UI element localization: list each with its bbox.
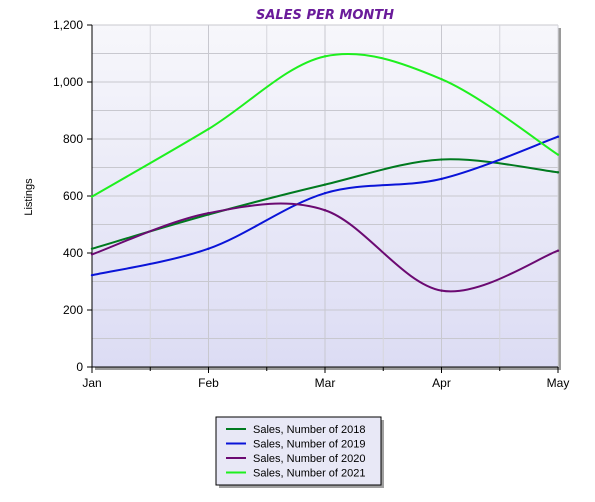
- chart-title: SALES PER MONTH: [256, 8, 394, 23]
- data-point: [90, 253, 94, 256]
- tick-labels: 0 200 400 600 800 1,000 1,200 Jan Feb Mar Apr May: [53, 18, 569, 390]
- data-point: [440, 289, 443, 292]
- x-tick-label: Mar: [315, 376, 336, 390]
- legend-label: Sales, Number of 2021: [253, 468, 366, 480]
- y-tick-label: 400: [63, 246, 83, 260]
- legend-label: Sales, Number of 2020: [253, 453, 366, 465]
- x-tick-label: Apr: [432, 376, 451, 390]
- data-point: [323, 55, 327, 58]
- data-point: [556, 171, 560, 174]
- y-tick-label: 1,000: [53, 75, 83, 89]
- data-point: [323, 209, 327, 212]
- data-point: [90, 195, 94, 198]
- data-point: [90, 274, 94, 277]
- series-lines: [90, 53, 560, 293]
- y-tick-label: 800: [63, 132, 83, 146]
- data-point: [556, 153, 560, 156]
- data-point: [207, 127, 210, 131]
- data-point: [207, 211, 210, 215]
- data-point: [440, 77, 443, 81]
- data-point: [440, 158, 443, 161]
- data-point: [440, 177, 443, 181]
- data-point: [90, 247, 94, 250]
- data-point: [323, 191, 327, 195]
- data-point: [556, 249, 560, 252]
- legend: Sales, Number of 2018 Sales, Number of 20…: [215, 416, 384, 488]
- axes: [87, 24, 559, 373]
- data-point: [323, 183, 327, 186]
- y-tick-label: 1,200: [53, 18, 83, 32]
- data-point: [207, 247, 210, 250]
- x-tick-label: Jan: [82, 376, 101, 390]
- x-tick-label: Feb: [198, 376, 219, 390]
- y-axis-title: Listings: [23, 178, 35, 216]
- y-tick-label: 200: [63, 303, 83, 317]
- legend-label: Sales, Number of 2018: [253, 424, 366, 436]
- x-tick-label: May: [547, 376, 570, 390]
- y-tick-label: 600: [63, 189, 83, 203]
- y-tick-label: 0: [76, 360, 83, 374]
- data-point: [556, 135, 560, 138]
- legend-label: Sales, Number of 2019: [253, 439, 366, 451]
